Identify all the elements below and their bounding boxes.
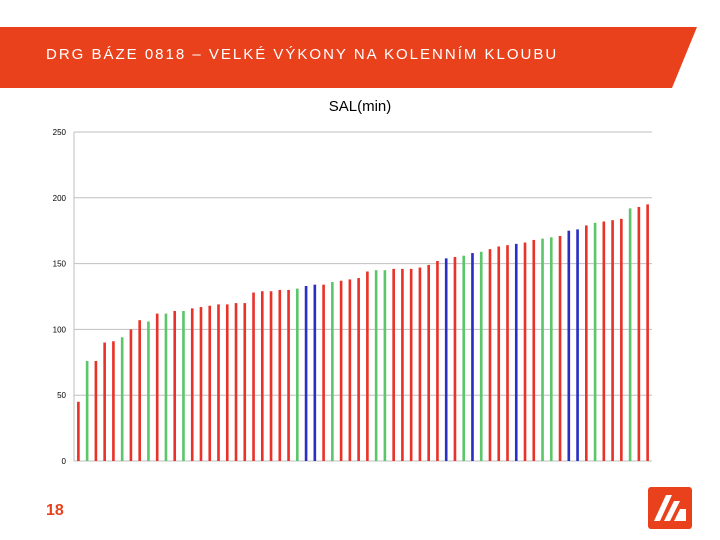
bar (304, 285, 308, 461)
bar (620, 218, 623, 461)
bar (567, 230, 571, 461)
y-tick-label: 200 (53, 194, 67, 203)
bar (339, 280, 343, 461)
bar (260, 291, 264, 461)
bar (576, 229, 579, 461)
bar (418, 267, 422, 461)
bar (383, 270, 387, 461)
bar (138, 320, 141, 461)
company-logo-icon (648, 487, 692, 529)
bar (190, 308, 194, 461)
slide-title: DRG BÁZE 0818 – VELKÉ VÝKONY NA KOLENNÍM… (46, 46, 559, 63)
bar (173, 310, 177, 461)
bar (514, 243, 518, 461)
bar (436, 260, 439, 461)
bar (602, 221, 606, 461)
bar (541, 238, 544, 461)
bar (506, 245, 509, 461)
y-tick-label: 0 (62, 457, 67, 466)
bar (523, 242, 527, 461)
bar (471, 253, 474, 461)
bar (331, 282, 334, 461)
bar (182, 310, 185, 461)
bar (278, 289, 282, 461)
bar (488, 249, 492, 461)
bar (611, 220, 614, 461)
bar (77, 401, 80, 461)
bar (217, 304, 220, 461)
bar (129, 329, 133, 461)
bar (427, 264, 430, 461)
bar (409, 268, 413, 461)
y-tick-label: 250 (53, 128, 67, 137)
chart-title: SAL(min) (328, 98, 392, 115)
page-number: 18 (46, 502, 64, 519)
bar (94, 360, 98, 461)
bar (287, 289, 290, 461)
bar (243, 303, 247, 461)
bar (366, 271, 369, 461)
y-tick-label: 150 (53, 260, 67, 269)
bar (497, 246, 501, 461)
bar (444, 258, 448, 461)
bar (348, 279, 352, 461)
bar (357, 278, 360, 461)
bar (199, 307, 203, 461)
bar (479, 251, 483, 461)
bar (208, 305, 212, 461)
bar (392, 268, 395, 461)
bar (313, 284, 317, 461)
bar (549, 237, 553, 461)
bar (85, 360, 89, 461)
bar (628, 208, 632, 461)
bar (585, 225, 588, 461)
bar (637, 207, 641, 461)
bar (322, 284, 325, 461)
bar (225, 304, 229, 461)
bar (374, 270, 378, 461)
bar (401, 268, 404, 461)
bar (164, 313, 168, 461)
bar (453, 257, 457, 461)
bar (120, 337, 124, 461)
bar (646, 204, 649, 461)
bar (147, 321, 150, 461)
bar (112, 341, 115, 461)
title-banner (0, 27, 697, 88)
bar (269, 291, 273, 461)
title-banner-shape (0, 27, 697, 88)
y-tick-label: 50 (57, 391, 66, 400)
bar (532, 239, 536, 461)
bar (462, 255, 466, 461)
bar (234, 303, 238, 461)
bar (593, 222, 597, 461)
bar (252, 292, 255, 461)
bar (296, 288, 299, 461)
y-tick-label: 100 (53, 325, 67, 334)
bar (103, 342, 106, 461)
bar (558, 235, 562, 461)
bar (155, 313, 159, 461)
